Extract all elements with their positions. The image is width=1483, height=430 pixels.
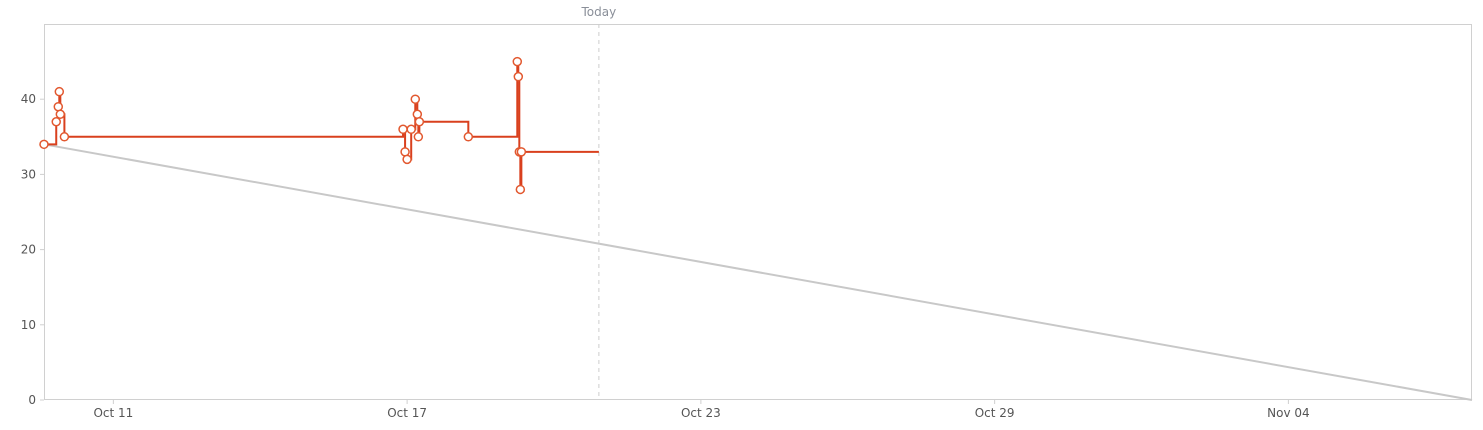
plot-area-frame — [44, 24, 1472, 400]
x-axis: Oct 11 Oct 17 Oct 23 Oct 29 Nov 04 — [93, 400, 1310, 420]
actual-data-point — [51, 117, 61, 127]
actual-data-point — [406, 124, 416, 135]
actual-markers-layer — [39, 56, 527, 195]
actual-data-point — [59, 132, 70, 142]
y-tick-label: 0 — [28, 393, 36, 407]
actual-data-point — [516, 147, 527, 157]
y-tick-label: 40 — [21, 92, 36, 106]
actual-data-point — [412, 109, 423, 119]
actual-data-point — [515, 184, 526, 195]
ideal-line-layer — [43, 143, 1473, 401]
actual-data-point — [513, 71, 524, 82]
ideal-burndown-line — [43, 143, 1473, 401]
actual-data-point — [512, 56, 523, 67]
actual-data-point — [54, 86, 65, 97]
today-marker-layer: Today — [581, 5, 617, 400]
x-tick-label: Oct 17 — [387, 406, 427, 420]
y-axis: 0 10 20 30 40 — [21, 92, 44, 407]
y-tick-label: 10 — [21, 318, 36, 332]
actual-data-point — [410, 94, 421, 104]
actual-data-point — [398, 124, 408, 135]
x-tick-label: Oct 23 — [681, 406, 721, 420]
actual-data-point — [414, 117, 425, 127]
x-tick-label: Nov 04 — [1267, 406, 1310, 420]
actual-data-point — [53, 101, 64, 112]
x-tick-label: Oct 29 — [975, 406, 1015, 420]
actual-data-point — [55, 109, 66, 119]
y-tick-label: 20 — [21, 243, 36, 257]
actual-data-point — [413, 132, 424, 142]
today-label: Today — [581, 5, 617, 19]
actual-data-point — [39, 139, 49, 150]
actual-data-point — [463, 132, 474, 142]
x-tick-label: Oct 11 — [93, 406, 133, 420]
actual-data-point — [402, 154, 412, 165]
y-tick-label: 30 — [21, 167, 36, 181]
actual-data-point — [400, 147, 410, 157]
